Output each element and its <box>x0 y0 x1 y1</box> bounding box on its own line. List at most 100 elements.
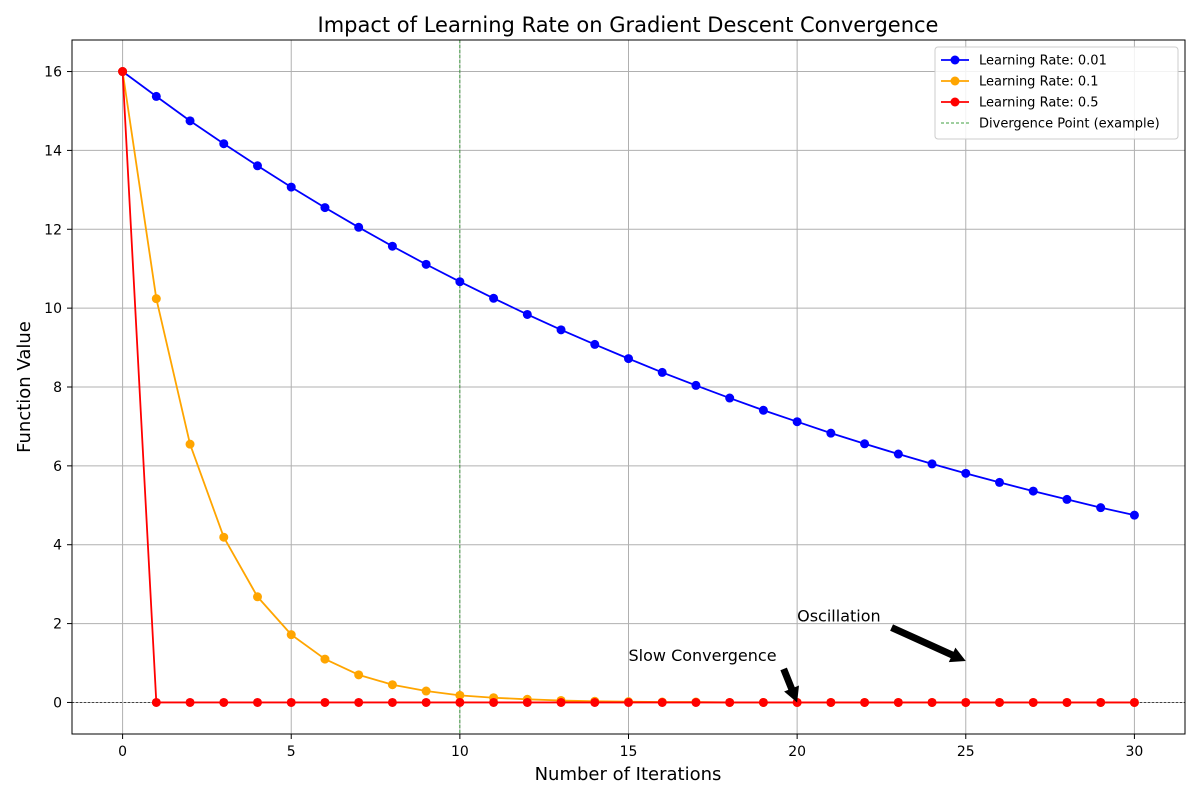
data-point <box>758 697 768 707</box>
annotation-label: Oscillation <box>797 607 881 626</box>
data-point <box>556 697 566 707</box>
legend-entry: Divergence Point (example) <box>941 117 1160 132</box>
data-point <box>1028 697 1038 707</box>
legend-label: Divergence Point (example) <box>979 117 1160 132</box>
legend-marker <box>950 76 960 86</box>
data-point <box>219 139 229 149</box>
data-point <box>387 241 397 251</box>
data-point <box>860 697 870 707</box>
legend-entry: Learning Rate: 0.1 <box>941 75 1099 90</box>
data-point <box>253 592 262 602</box>
y-tick-label: 10 <box>44 301 62 317</box>
data-point <box>354 670 364 680</box>
annotation-2: Oscillation <box>797 607 966 663</box>
annotation-arrow <box>890 624 966 663</box>
data-point <box>455 697 465 707</box>
data-point <box>691 380 701 390</box>
data-point <box>590 697 600 707</box>
data-point <box>185 439 195 449</box>
data-point <box>118 67 128 77</box>
series-3 <box>118 67 1139 707</box>
x-axis-ticks: 0 5 10 15 20 25 30 <box>118 734 1143 760</box>
data-point <box>995 477 1004 487</box>
data-point <box>624 697 633 707</box>
data-point <box>387 680 397 690</box>
data-point <box>927 459 937 469</box>
data-point <box>522 309 532 319</box>
data-point <box>185 116 195 126</box>
data-point <box>151 697 161 707</box>
data-point <box>387 697 397 707</box>
x-tick-label: 30 <box>1125 744 1143 760</box>
legend-label: Learning Rate: 0.5 <box>979 96 1099 111</box>
x-tick-label: 20 <box>788 744 806 760</box>
data-point <box>489 293 499 303</box>
data-point <box>455 690 465 700</box>
x-tick-label: 15 <box>620 744 638 760</box>
legend-entry: Learning Rate: 0.5 <box>941 96 1099 111</box>
data-point <box>253 697 262 707</box>
data-point <box>286 630 296 640</box>
data-point <box>151 91 161 101</box>
data-point <box>893 697 903 707</box>
annotation-arrow <box>780 667 799 703</box>
data-point <box>1096 697 1106 707</box>
x-axis-label: Number of Iterations <box>535 764 722 785</box>
data-point <box>320 697 330 707</box>
data-point <box>758 405 768 415</box>
data-point <box>421 686 431 696</box>
data-point <box>286 182 296 192</box>
data-point <box>826 697 836 707</box>
data-point <box>1129 510 1139 520</box>
annotations: Slow Convergence Oscillation <box>629 607 966 703</box>
data-point <box>421 697 431 707</box>
data-point <box>826 428 836 438</box>
y-tick-label: 14 <box>44 143 62 159</box>
data-point <box>792 417 802 427</box>
data-point <box>421 259 431 269</box>
data-point <box>151 294 161 304</box>
data-point <box>657 697 667 707</box>
data-point <box>1062 494 1072 504</box>
data-point <box>961 468 971 478</box>
data-point <box>185 697 195 707</box>
legend-entry: Learning Rate: 0.01 <box>941 54 1107 69</box>
y-tick-label: 6 <box>53 459 62 475</box>
legend-label: Learning Rate: 0.01 <box>979 54 1107 69</box>
y-tick-label: 16 <box>44 65 62 81</box>
data-point <box>253 161 262 171</box>
series-layer <box>118 67 1139 707</box>
y-tick-label: 2 <box>53 617 62 633</box>
data-point <box>320 654 330 664</box>
data-point <box>1096 503 1106 513</box>
legend-marker <box>950 97 960 107</box>
legend: Learning Rate: 0.01 Learning Rate: 0.1 Lea… <box>934 46 1179 140</box>
legend-box <box>934 46 1179 140</box>
data-point <box>657 367 667 377</box>
data-point <box>354 697 364 707</box>
data-point <box>624 354 633 364</box>
data-point <box>320 203 330 213</box>
data-point <box>354 222 364 232</box>
data-point <box>1028 486 1038 496</box>
data-point <box>556 325 566 335</box>
data-point <box>893 449 903 459</box>
y-axis-ticks: 0 2 4 6 8 10 12 14 16 <box>44 65 72 711</box>
chart-title: Impact of Learning Rate on Gradient Desc… <box>318 13 939 37</box>
y-tick-label: 8 <box>53 380 62 396</box>
y-tick-label: 12 <box>44 222 62 238</box>
annotation-1: Slow Convergence <box>629 646 799 703</box>
data-point <box>455 277 465 287</box>
x-tick-label: 10 <box>451 744 469 760</box>
legend-marker <box>950 55 960 65</box>
data-point <box>590 339 600 349</box>
data-point <box>860 439 870 449</box>
data-point <box>522 697 532 707</box>
data-point <box>725 393 735 403</box>
data-point <box>286 697 296 707</box>
data-point <box>927 697 937 707</box>
y-tick-label: 0 <box>53 695 62 711</box>
annotation-label: Slow Convergence <box>629 646 777 665</box>
